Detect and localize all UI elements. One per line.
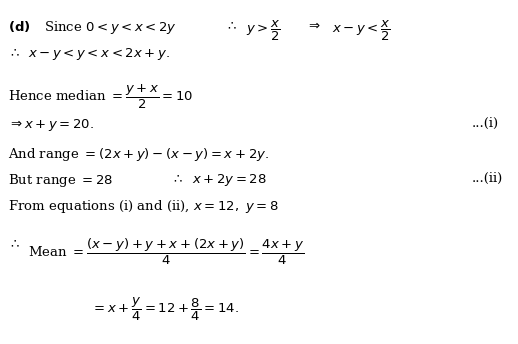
Text: $\Rightarrow$: $\Rightarrow$ (306, 19, 321, 32)
Text: $y > \dfrac{x}{2}$: $y > \dfrac{x}{2}$ (246, 19, 281, 43)
Text: ...(i): ...(i) (471, 117, 498, 130)
Text: From equations (i) and (ii), $x = 12,\ y = 8$: From equations (i) and (ii), $x = 12,\ y… (8, 198, 279, 215)
Text: $\therefore$: $\therefore$ (8, 237, 20, 250)
Text: $\therefore$: $\therefore$ (171, 172, 183, 185)
Text: $= x + \dfrac{y}{4} = 12 + \dfrac{8}{4} = 14.$: $= x + \dfrac{y}{4} = 12 + \dfrac{8}{4} … (91, 296, 238, 323)
Text: Since $0 < y < x < 2y$: Since $0 < y < x < 2y$ (44, 19, 177, 36)
Text: $\bf{(d)}$: $\bf{(d)}$ (8, 19, 31, 34)
Text: $x - y < \dfrac{x}{2}$: $x - y < \dfrac{x}{2}$ (332, 19, 391, 43)
Text: $x - y < y < x < 2x + y.$: $x - y < y < x < 2x + y.$ (28, 46, 170, 63)
Text: $\therefore$: $\therefore$ (225, 19, 238, 32)
Text: Hence median $= \dfrac{y + x}{2} = 10$: Hence median $= \dfrac{y + x}{2} = 10$ (8, 83, 193, 111)
Text: $\therefore$: $\therefore$ (8, 46, 20, 60)
Text: $\Rightarrow x + y = 20.$: $\Rightarrow x + y = 20.$ (8, 117, 94, 133)
Text: But range $= 28$: But range $= 28$ (8, 172, 113, 189)
Text: And range $= (2x + y) - (x - y) = x + 2y.$: And range $= (2x + y) - (x - y) = x + 2y… (8, 146, 269, 163)
Text: Mean $= \dfrac{(x - y) + y + x + (2x + y)}{4} = \dfrac{4x + y}{4}$: Mean $= \dfrac{(x - y) + y + x + (2x + y… (28, 237, 305, 268)
Text: $x + 2y = 28$: $x + 2y = 28$ (192, 172, 267, 188)
Text: ...(ii): ...(ii) (471, 172, 502, 185)
